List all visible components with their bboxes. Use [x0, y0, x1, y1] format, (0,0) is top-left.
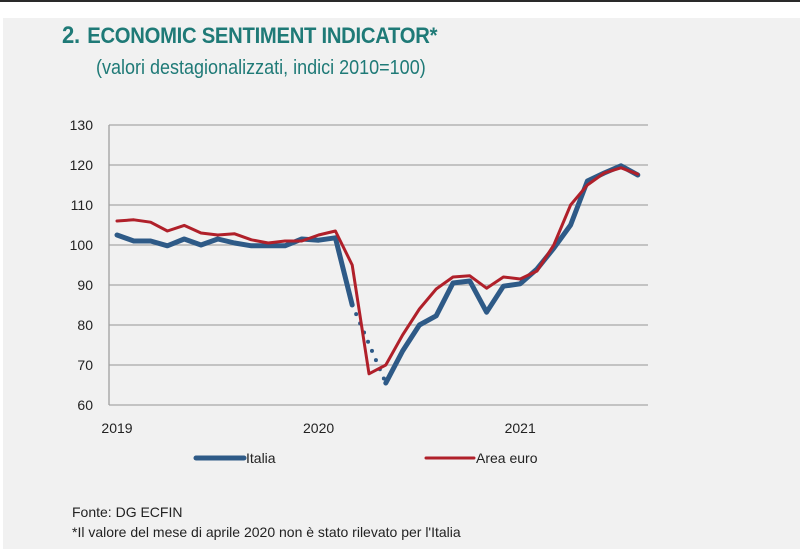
footnote-text: *Il valore del mese di aprile 2020 non è…	[72, 524, 461, 540]
chart-subtitle: (valori destagionalizzati, indici 2010=1…	[96, 57, 426, 79]
legend-label: Area euro	[476, 450, 538, 466]
gridlines	[109, 124, 648, 406]
x-tick-label: 2020	[303, 420, 334, 436]
y-axis: 60 70 80 90 100 110 120 130	[70, 117, 110, 413]
y-tick-label: 70	[77, 357, 93, 373]
y-tick-label: 110	[71, 197, 94, 213]
y-tick-label: 90	[77, 277, 93, 293]
series-line-area-euro	[115, 166, 640, 376]
chart-number: 2.	[62, 22, 80, 49]
chart-panel	[3, 18, 800, 549]
y-tick-label: 130	[70, 117, 94, 133]
x-axis: 2019 2020 2021	[101, 420, 536, 436]
missing-value-connector	[350, 303, 388, 385]
y-tick-label: 100	[70, 237, 94, 253]
series-lines	[114, 163, 641, 386]
legend-label: Italia	[246, 450, 276, 466]
y-tick-label: 120	[70, 157, 94, 173]
x-tick-label: 2021	[505, 420, 536, 436]
series-line-italia	[114, 232, 355, 308]
source-text: Fonte: DG ECFIN	[72, 504, 183, 520]
chart-title-text: ECONOMIC SENTIMENT INDICATOR*	[87, 23, 438, 48]
series-line-italia	[383, 163, 641, 386]
window-top-border	[0, 0, 800, 2]
y-tick-label: 80	[77, 317, 93, 333]
y-tick-label: 60	[77, 397, 93, 413]
chart-title: 2. ECONOMIC SENTIMENT INDICATOR*	[62, 22, 437, 50]
x-tick-label: 2019	[101, 420, 132, 436]
legend: Italia Area euro	[193, 450, 538, 466]
